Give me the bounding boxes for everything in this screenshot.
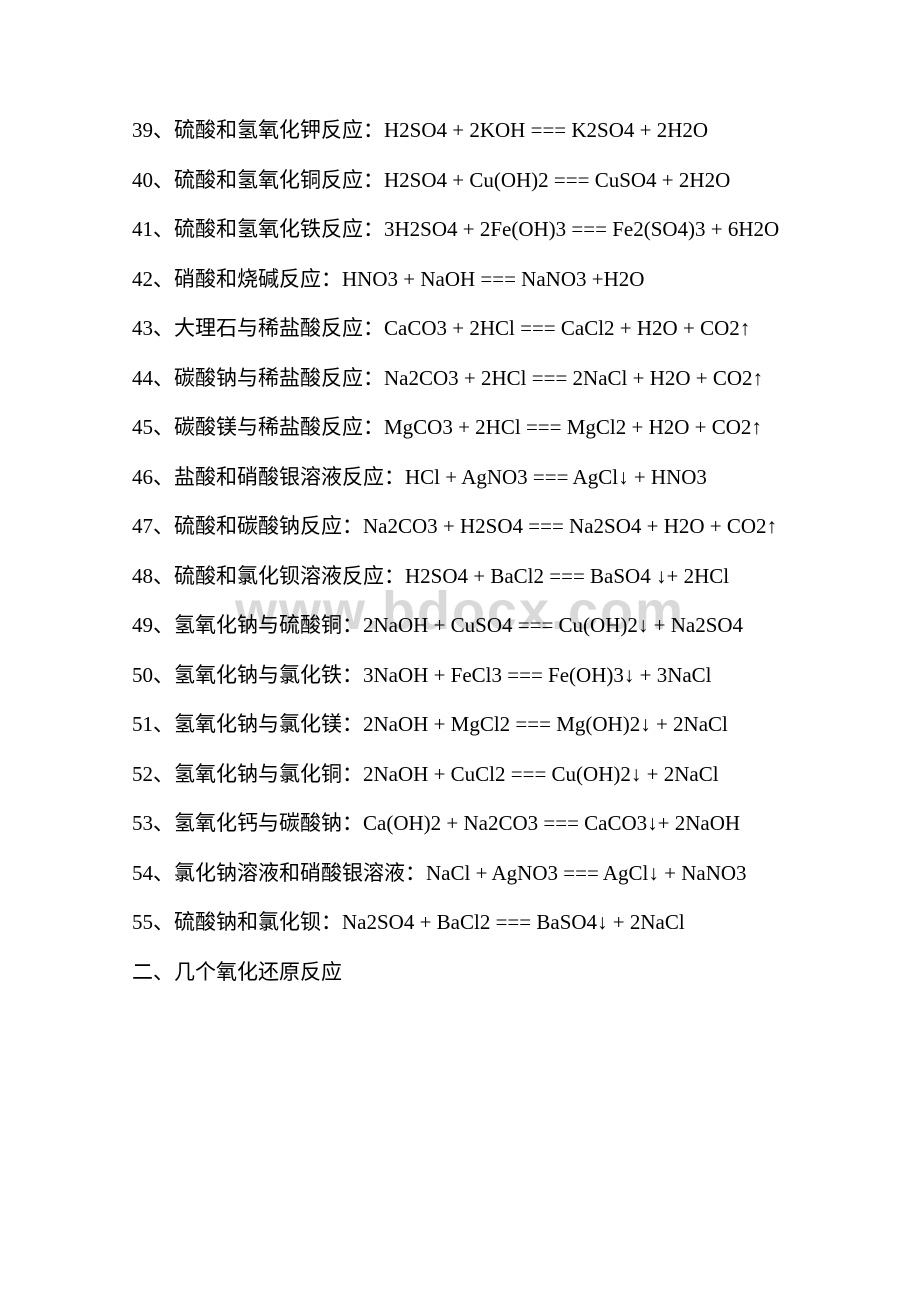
paragraph-41: 41、硫酸和氢氧化铁反应：3H2SO4 + 2Fe(OH)3 === Fe2(S… xyxy=(90,214,830,246)
paragraph-40: 40、硫酸和氢氧化铜反应：H2SO4 + Cu(OH)2 === CuSO4 +… xyxy=(90,165,830,197)
paragraph-44: 44、碳酸钠与稀盐酸反应：Na2CO3 + 2HCl === 2NaCl + H… xyxy=(90,363,830,395)
paragraph-54: 54、氯化钠溶液和硝酸银溶液：NaCl + AgNO3 === AgCl↓ + … xyxy=(90,858,830,890)
paragraph-51: 51、氢氧化钠与氯化镁：2NaOH + MgCl2 === Mg(OH)2↓ +… xyxy=(90,709,830,741)
paragraph-47: 47、硫酸和碳酸钠反应：Na2CO3 + H2SO4 === Na2SO4 + … xyxy=(90,511,830,543)
paragraph-52: 52、氢氧化钠与氯化铜：2NaOH + CuCl2 === Cu(OH)2↓ +… xyxy=(90,759,830,791)
paragraph-55: 55、硫酸钠和氯化钡：Na2SO4 + BaCl2 === BaSO4↓ + 2… xyxy=(90,907,830,939)
paragraph-46: 46、盐酸和硝酸银溶液反应：HCl + AgNO3 === AgCl↓ + HN… xyxy=(90,462,830,494)
paragraph-42: 42、硝酸和烧碱反应：HNO3 + NaOH === NaNO3 +H2O xyxy=(90,264,830,296)
paragraph-39: 39、硫酸和氢氧化钾反应：H2SO4 + 2KOH === K2SO4 + 2H… xyxy=(90,115,830,147)
paragraph-45: 45、碳酸镁与稀盐酸反应：MgCO3 + 2HCl === MgCl2 + H2… xyxy=(90,412,830,444)
paragraph-53: 53、氢氧化钙与碳酸钠：Ca(OH)2 + Na2CO3 === CaCO3↓+… xyxy=(90,808,830,840)
paragraph-48: 48、硫酸和氯化钡溶液反应：H2SO4 + BaCl2 === BaSO4 ↓+… xyxy=(90,561,830,593)
document-content: 39、硫酸和氢氧化钾反应：H2SO4 + 2KOH === K2SO4 + 2H… xyxy=(90,115,830,988)
paragraph-49: 49、氢氧化钠与硫酸铜：2NaOH + CuSO4 === Cu(OH)2↓ +… xyxy=(90,610,830,642)
paragraph-50: 50、氢氧化钠与氯化铁：3NaOH + FeCl3 === Fe(OH)3↓ +… xyxy=(90,660,830,692)
paragraph-43: 43、大理石与稀盐酸反应：CaCO3 + 2HCl === CaCl2 + H2… xyxy=(90,313,830,345)
section-heading-2: 二、几个氧化还原反应 xyxy=(90,957,830,989)
